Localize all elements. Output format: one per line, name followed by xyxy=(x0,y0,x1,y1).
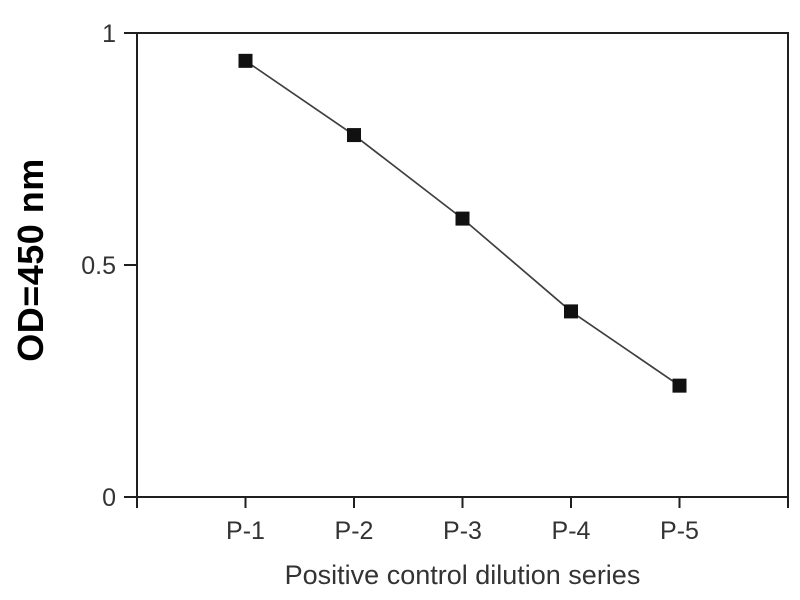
x-axis-title: Positive control dilution series xyxy=(284,560,641,590)
plot-frame xyxy=(136,32,789,498)
x-tick-label: P-1 xyxy=(226,517,265,545)
data-point-marker-P-5 xyxy=(672,378,687,393)
y-tick-label: 0 xyxy=(102,484,116,512)
data-point-marker-P-3 xyxy=(455,211,470,226)
x-tick-label: P-2 xyxy=(335,517,374,545)
y-tick-label: 0.5 xyxy=(81,252,116,280)
data-point-marker-P-2 xyxy=(347,128,361,143)
x-tick-label: P-3 xyxy=(443,517,482,545)
x-tick-label: P-5 xyxy=(660,517,699,545)
y-tick-label: 1 xyxy=(102,20,116,48)
data-point-marker-P-4 xyxy=(564,304,578,319)
data-point-marker-P-1 xyxy=(238,53,253,68)
x-tick-label: P-4 xyxy=(552,517,591,545)
